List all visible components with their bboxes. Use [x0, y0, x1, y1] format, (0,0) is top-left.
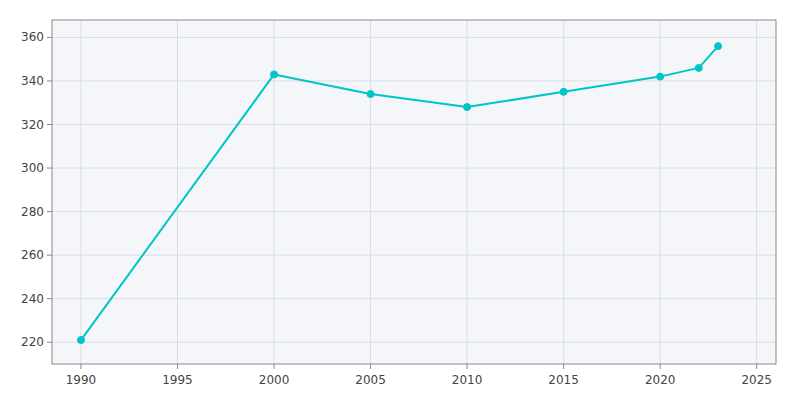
x-grid-line [370, 20, 371, 364]
y-grid-line [52, 168, 776, 169]
x-tick [756, 364, 757, 369]
y-tick [47, 80, 52, 81]
y-grid-line [52, 211, 776, 212]
x-tick-label: 1990 [66, 373, 97, 387]
y-tick-label: 340 [21, 74, 44, 88]
x-tick-label: 2025 [741, 373, 772, 387]
y-tick [47, 342, 52, 343]
y-tick-label: 300 [21, 161, 44, 175]
data-point [715, 43, 722, 50]
x-tick [370, 364, 371, 369]
x-tick [274, 364, 275, 369]
x-tick-label: 1995 [162, 373, 193, 387]
x-tick-label: 2015 [548, 373, 579, 387]
data-point [367, 91, 374, 98]
x-grid-line [467, 20, 468, 364]
x-grid-line [177, 20, 178, 364]
chart-container: 1990 1995 2000 2005 2010 2015 2020 2025 220 240 26… [0, 0, 800, 400]
data-point [464, 104, 471, 111]
x-tick-label: 2005 [355, 373, 386, 387]
data-line [81, 46, 718, 340]
y-grid-line [52, 124, 776, 125]
y-grid-line [52, 37, 776, 38]
x-tick-label: 2000 [259, 373, 290, 387]
data-point [657, 73, 664, 80]
plot-background [52, 20, 776, 364]
x-tick-label: 2010 [452, 373, 483, 387]
grid [52, 20, 776, 364]
x-grid-line [660, 20, 661, 364]
y-tick-label: 240 [21, 292, 44, 306]
y-grid-line [52, 298, 776, 299]
chart-svg: 1990 1995 2000 2005 2010 2015 2020 2025 220 240 26… [0, 0, 800, 400]
axis-labels: 1990 1995 2000 2005 2010 2015 2020 2025 220 240 26… [21, 30, 772, 387]
y-tick [47, 124, 52, 125]
y-tick [47, 168, 52, 169]
y-grid-line [52, 80, 776, 81]
x-tick [177, 364, 178, 369]
y-tick [47, 298, 52, 299]
y-tick [47, 37, 52, 38]
x-grid-line [756, 20, 757, 364]
y-tick-label: 360 [21, 30, 44, 44]
y-tick [47, 255, 52, 256]
x-tick [80, 364, 81, 369]
data-point [560, 88, 567, 95]
y-tick-label: 320 [21, 118, 44, 132]
y-tick-label: 260 [21, 248, 44, 262]
x-grid-line [563, 20, 564, 364]
x-grid-line [80, 20, 81, 364]
plot-frame [52, 20, 776, 364]
y-grid-line [52, 342, 776, 343]
x-tick [660, 364, 661, 369]
data-point [271, 71, 278, 78]
data-group [77, 43, 721, 344]
y-grid-line [52, 255, 776, 256]
y-tick [47, 211, 52, 212]
y-tick-label: 220 [21, 335, 44, 349]
y-tick-label: 280 [21, 205, 44, 219]
x-tick [563, 364, 564, 369]
data-point [77, 337, 84, 344]
x-tick [467, 364, 468, 369]
data-point [695, 64, 702, 71]
x-tick-label: 2020 [645, 373, 676, 387]
